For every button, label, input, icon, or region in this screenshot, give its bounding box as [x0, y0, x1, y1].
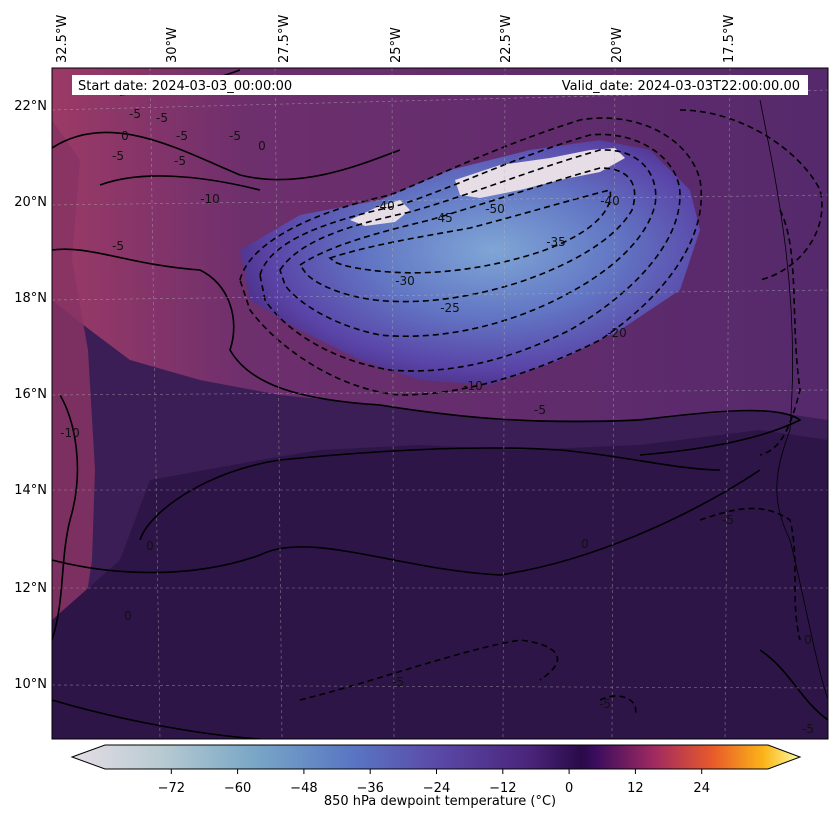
- contour-label: -35: [546, 235, 566, 249]
- contour-label: -10: [463, 379, 483, 393]
- very-dry-patch-west: [350, 200, 410, 226]
- start-date-text: Start date: 2024-03-03_00:00:00: [78, 79, 292, 94]
- map-frame: [51, 67, 829, 740]
- lat-label: 10°N: [14, 677, 47, 692]
- contour-label: -5: [174, 154, 186, 168]
- lat-label: 16°N: [14, 387, 47, 402]
- colorbar-bar: [70, 744, 802, 770]
- contour-label: 0: [581, 537, 589, 551]
- colorbar-tick-label: 0: [565, 781, 573, 796]
- colorbar-tick-label: 24: [693, 781, 710, 796]
- longitude-labels: 32.5°W 30°W 27.5°W 25°W 22.5°W 20°W 17.5°W: [55, 15, 737, 63]
- contour-label: 0: [124, 609, 132, 623]
- map-field: -5 -500-5 -5-10-50-10-40-45-50-35-40-30-25…: [52, 68, 828, 739]
- contour-label: -30: [395, 274, 415, 288]
- lat-label: 20°N: [14, 195, 47, 210]
- contour-label: -5: [722, 513, 734, 527]
- colorbar-tick-label: −12: [489, 781, 516, 796]
- info-box: [72, 75, 808, 95]
- contour-label: -10: [200, 192, 220, 206]
- contour-label: -5: [112, 239, 124, 253]
- contour-label: -40: [375, 199, 395, 213]
- contour-label: -5: [176, 129, 188, 143]
- lon-label: 32.5°W: [55, 15, 70, 63]
- gridlines: [52, 68, 828, 739]
- contour-label: -45: [433, 211, 453, 225]
- contour-label: -5: [599, 697, 611, 711]
- colorbar-label: 850 hPa dewpoint temperature (°C): [324, 794, 556, 809]
- coastline: [759, 99, 828, 701]
- contour-label: 0: [121, 129, 129, 143]
- lon-label: 22.5°W: [499, 15, 514, 63]
- contour-label: -5: [156, 111, 168, 125]
- contour-label: -5: [534, 403, 546, 417]
- lat-label: 12°N: [14, 581, 47, 596]
- colorbar-tick-label: −24: [423, 781, 450, 796]
- colorbar-tick-label: 12: [627, 781, 644, 796]
- contour-label: -5: [229, 129, 241, 143]
- contour-label: -50: [485, 202, 505, 216]
- valid-date-text: Valid_date: 2024-03-03T22:00:00.00: [562, 79, 800, 94]
- contour-label: -40: [600, 194, 620, 208]
- contour-labels: -5 -500-5 -5-10-50-10-40-45-50-35-40-30-25…: [60, 107, 814, 736]
- lat-label: 22°N: [14, 99, 47, 114]
- colorbar-tick-label: −72: [158, 781, 185, 796]
- contour-label: -5: [392, 675, 404, 689]
- southern-dry-region: [52, 430, 828, 739]
- contour-label: -5: [802, 722, 814, 736]
- contour-label: -25: [440, 301, 460, 315]
- contour-label: 0: [146, 539, 154, 553]
- lon-label: 20°W: [610, 27, 625, 63]
- dashed-contours: [239, 109, 823, 716]
- contour-label: 0: [804, 633, 812, 647]
- contour-label: -5: [129, 107, 141, 121]
- colorbar-tick-label: −36: [356, 781, 383, 796]
- colorbar: −72 −60 −48 −36 −24 −12 0 12 24 850 hPa dewpoint…: [70, 744, 802, 809]
- colorbar-tick-label: −60: [224, 781, 251, 796]
- dry-core: [240, 140, 700, 385]
- lon-label: 25°W: [389, 27, 404, 63]
- very-dry-patch-east: [455, 148, 625, 198]
- lon-label: 17.5°W: [722, 15, 737, 63]
- lat-label: 14°N: [14, 483, 47, 498]
- contour-label: 0: [258, 139, 266, 153]
- lat-label: 18°N: [14, 291, 47, 306]
- solid-contours: [52, 69, 828, 739]
- colorbar-tick-label: −48: [290, 781, 317, 796]
- latitude-labels: 22°N 20°N 18°N 16°N 14°N 12°N 10°N: [14, 99, 47, 692]
- lon-label: 27.5°W: [277, 15, 292, 63]
- contour-label: -10: [60, 426, 80, 440]
- western-warm-edge: [52, 120, 95, 700]
- contour-label: -20: [607, 326, 627, 340]
- colorbar-ticks: −72 −60 −48 −36 −24 −12 0 12 24: [158, 769, 710, 796]
- contour-label: -5: [112, 149, 124, 163]
- lon-label: 30°W: [165, 27, 180, 63]
